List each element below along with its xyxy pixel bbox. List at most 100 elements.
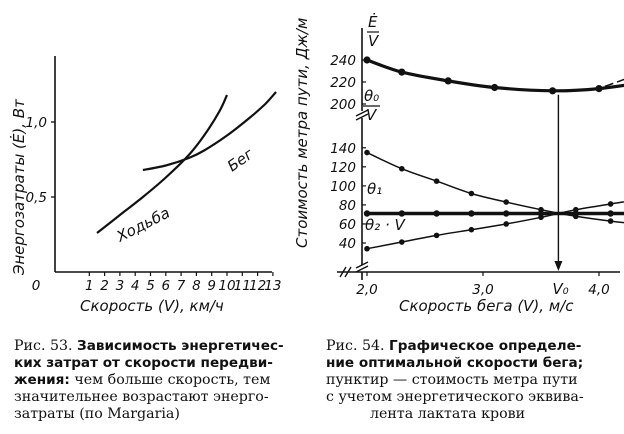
fig54-y-tick-label: 60 (339, 217, 356, 233)
fig54-y-tick-label: 200 (330, 97, 356, 113)
fig54-y-axis-label: Стоимость метра пути, Дж/м (293, 18, 311, 248)
fig53-caption-line: значительнее возрастают энерго- (14, 389, 314, 406)
fig54-y-break-mark-2 (355, 113, 369, 121)
fig54-series-theta0-point (503, 199, 510, 205)
fig54-x-tick-label: 4,0 (588, 282, 609, 298)
fig53-x-tick-label: 10 (218, 278, 235, 294)
fig53-y-tick-label: 0,5 (26, 190, 47, 206)
fig54-series-theta1-point (468, 210, 475, 217)
fig53-x-tick-label: 2 (100, 278, 109, 294)
fig54-label-theta0: θ₀ V (363, 87, 380, 124)
figure-53-caption: Рис. 53. Зависимость энергетичес- ких за… (14, 338, 314, 423)
fig54-x-break-mark-2 (344, 266, 352, 278)
fig54-y-break-mark-1 (355, 109, 369, 117)
fig54-y-tick-label: 120 (330, 160, 356, 176)
fig53-x-tick-label: 5 (146, 278, 155, 294)
fig53-x-tick-label: 4 (131, 278, 140, 294)
fig54-series-theta2-point (399, 239, 405, 245)
fig53-series-label-run: Бег (224, 145, 257, 176)
figure-54-caption: Рис. 54. Графическое определе- ние оптим… (326, 338, 620, 423)
fig54-y-break-mark-4 (355, 265, 369, 273)
fig54-label-energy: Ė V (367, 12, 380, 50)
fig53-x-tick-label: 0 (32, 278, 41, 294)
fig53-x-tick-label: 8 (192, 278, 201, 294)
fig54-series-energy-point (595, 85, 603, 93)
fig54-series-theta0-point (468, 190, 475, 197)
fig54-x-tick-label: 2,0 (356, 282, 377, 298)
fig54-series-theta2-point (468, 226, 475, 233)
fig54-y-tick-label: 140 (330, 141, 356, 157)
fig54-series-theta2-point (433, 232, 440, 239)
fig54-caption-bold: ние оптимальной скорости бега; (326, 355, 584, 371)
fig54-y-break-mark-3 (355, 261, 369, 269)
fig54-series-theta0-line (366, 151, 624, 224)
fig54-series-theta0-point (399, 165, 405, 172)
fig53-x-tick-label: 6 (162, 278, 171, 294)
fig53-caption-bold: ких затрат от скорости передви- (14, 355, 273, 371)
fig54-caption-line: Рис. 54. Графическое определе- (326, 338, 620, 355)
fig53-y-ticks: 0,5 1,0 (26, 115, 55, 206)
fig54-caption-text: лента лактата крови (370, 406, 526, 422)
fig54-optimum-arrow-head (554, 261, 563, 271)
fig54-x-tick-label: 3,0 (472, 282, 493, 298)
fig54-y-tick-label: 40 (339, 236, 356, 252)
fig53-y-axis-label: Энергозатраты (Ė), Вт (9, 98, 28, 276)
fig54-label-theta0-num: θ₀ (364, 87, 379, 105)
fig53-caption-bold: жения: (14, 372, 70, 388)
fig53-series-run-line (142, 91, 277, 172)
fig54-y-tick-label: 100 (330, 179, 356, 195)
fig53-x-axis-label: Скорость (V), км/ч (80, 297, 224, 315)
fig53-caption-line: ких затрат от скорости передви- (14, 355, 314, 372)
fig54-caption-line: лента лактата крови (326, 406, 620, 423)
fig54-x-axis-label: Скорость бега (V), м/с (399, 297, 574, 315)
fig54-series-theta1-point (398, 210, 405, 217)
fig54-series-energy-point (549, 87, 557, 95)
fig54-series-theta1-point (363, 210, 371, 217)
fig54-series-energy-point (491, 83, 499, 92)
fig54-y-ticks: 200 220 240 40 60 80 100 120 140 (330, 53, 366, 252)
fig54-label-theta1: θ₁ (367, 180, 382, 198)
fig53-x-tick-label: 7 (177, 278, 186, 294)
fig54-caption-line: ние оптимальной скорости бега; (326, 355, 620, 372)
fig53-caption-bold: Зависимость энергетичес- (77, 338, 284, 354)
fig53-x-tick-label: 3 (116, 278, 125, 294)
fig54-series-theta2-point (573, 206, 579, 213)
fig53-caption-line: жения: чем больше скорость, тем (14, 372, 314, 389)
fig54-series-theta2-line (366, 201, 624, 250)
fig54-series-theta0-point (364, 149, 370, 156)
fig53-caption-prefix: Рис. 53. (14, 338, 78, 354)
fig54-caption-bold: Графическое определе- (389, 338, 582, 354)
fig54-series-theta1-point (607, 210, 614, 217)
fig54-y-tick-label: 220 (330, 75, 356, 91)
fig53-x-tick-label: 1 (85, 278, 94, 294)
fig54-series-theta0-point (433, 178, 440, 184)
fig53-x-tick-label: 13 (264, 278, 281, 294)
fig54-series-energy-line (366, 58, 624, 93)
fig54-series (363, 56, 624, 252)
fig54-caption-line: с учетом энергетического эквива- (326, 389, 620, 406)
fig53-caption-line: Рис. 53. Зависимость энергетичес- (14, 338, 314, 355)
fig54-series-theta0-point (607, 218, 614, 224)
fig54-optimum-label: V₀ (552, 280, 568, 298)
fig54-series-theta1-point (433, 210, 440, 217)
fig54-series-theta2-point (607, 201, 614, 207)
fig54-label-theta0-den: V (366, 106, 378, 124)
fig53-series (96, 91, 277, 234)
fig53-y-tick-label: 1,0 (26, 115, 47, 131)
fig54-series-theta2-point (538, 214, 544, 221)
fig54-series-lactate-dashed-line (604, 78, 624, 88)
fig54-series-theta2-point (364, 245, 370, 252)
fig53-caption-text: чем больше скорость, тем (69, 372, 271, 388)
fig54-caption-text: пунктир — стоимость метра пути (326, 372, 578, 388)
fig54-y-tick-label: 80 (339, 198, 356, 214)
fig53-x-tick-label: 9 (207, 278, 216, 294)
fig54-y-tick-label: 240 (330, 53, 356, 69)
fig53-x-tick-label: 11 (234, 278, 251, 294)
fig54-caption-text: с учетом энергетического эквива- (326, 389, 584, 405)
fig54-series-energy-point (363, 56, 371, 64)
fig54-label-energy-num: Ė (368, 12, 378, 31)
fig54-label-theta2: θ₂ · V (365, 216, 406, 234)
